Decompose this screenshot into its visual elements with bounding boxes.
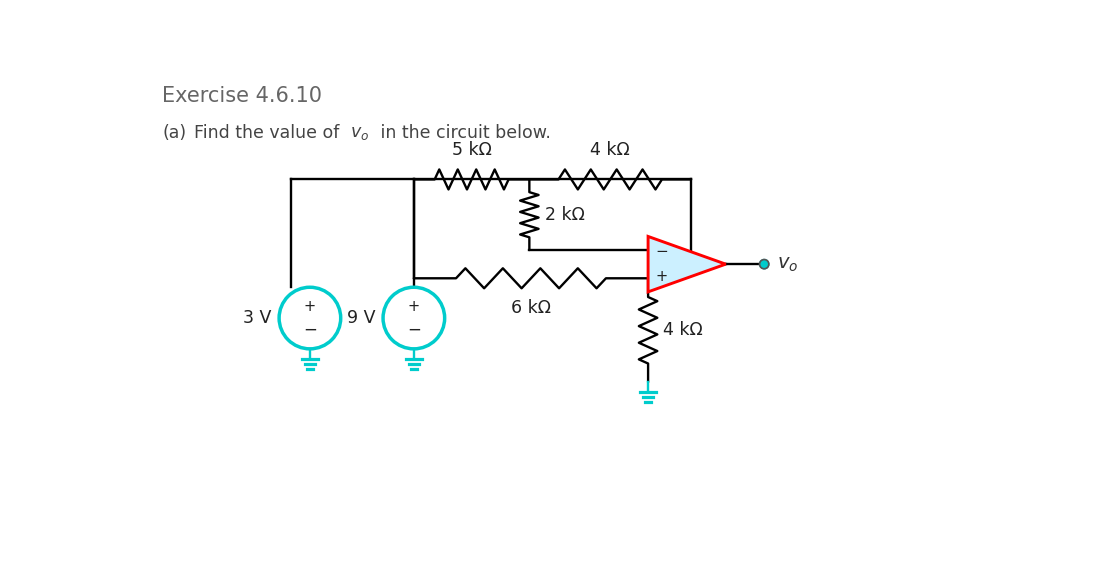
Text: $v_o$: $v_o$ <box>777 255 798 273</box>
Text: 4 kΩ: 4 kΩ <box>663 321 703 339</box>
Text: +: + <box>304 299 316 314</box>
Text: in the circuit below.: in the circuit below. <box>376 124 551 142</box>
Text: −: − <box>656 245 669 259</box>
Text: 9 V: 9 V <box>347 309 376 327</box>
Text: 4 kΩ: 4 kΩ <box>591 141 630 159</box>
Text: +: + <box>656 269 668 284</box>
Text: +: + <box>408 299 420 314</box>
Text: Exercise 4.6.10: Exercise 4.6.10 <box>162 85 322 106</box>
Text: 5 kΩ: 5 kΩ <box>452 141 491 159</box>
Polygon shape <box>648 236 726 292</box>
Text: −: − <box>407 321 421 339</box>
Text: 6 kΩ: 6 kΩ <box>511 299 551 317</box>
Text: 2 kΩ: 2 kΩ <box>544 206 585 224</box>
Text: 3 V: 3 V <box>244 309 271 327</box>
Circle shape <box>759 259 769 269</box>
Text: $v_o$: $v_o$ <box>350 124 369 142</box>
Text: Find the value of: Find the value of <box>194 124 345 142</box>
Text: −: − <box>303 321 317 339</box>
Text: (a): (a) <box>162 124 186 142</box>
